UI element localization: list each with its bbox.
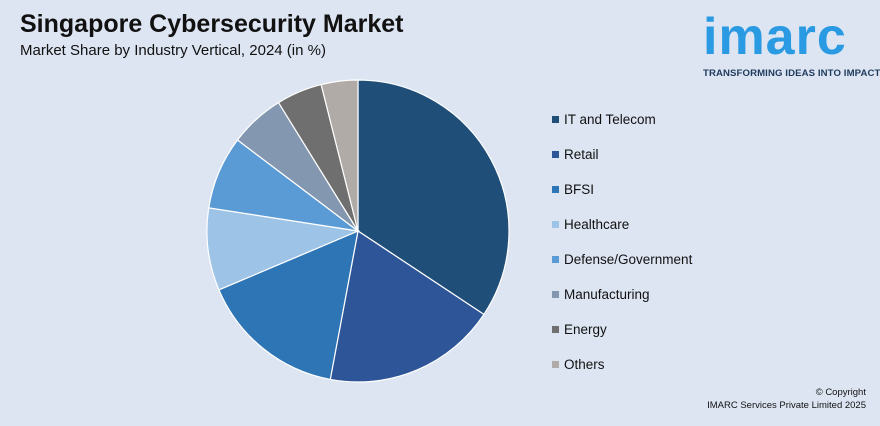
legend-label: Defense/Government <box>564 252 693 267</box>
legend-item: Healthcare <box>552 207 692 242</box>
logo-tagline: TRANSFORMING IDEAS INTO IMPACT <box>703 68 880 79</box>
copyright-line-1: © Copyright <box>815 387 866 398</box>
legend-swatch <box>552 116 559 123</box>
pie-slice-others <box>320 79 359 232</box>
legend-item: Manufacturing <box>552 277 692 312</box>
legend-item: Defense/Government <box>552 242 692 277</box>
legend-item: Others <box>552 347 692 382</box>
pie-slice-bfsi <box>218 230 359 381</box>
legend-swatch <box>552 361 559 368</box>
legend-swatch <box>552 256 559 263</box>
legend-swatch <box>552 291 559 298</box>
legend-item: Retail <box>552 137 692 172</box>
legend-item: IT and Telecom <box>552 102 692 137</box>
legend-label: IT and Telecom <box>564 112 656 127</box>
legend-label: Healthcare <box>564 217 630 232</box>
legend-label: Energy <box>564 322 607 337</box>
legend-item: BFSI <box>552 172 692 207</box>
legend-swatch <box>552 186 559 193</box>
legend-swatch <box>552 151 559 158</box>
pie-slice-healthcare <box>206 207 361 291</box>
legend-label: Manufacturing <box>564 287 650 302</box>
legend-swatch <box>552 326 559 333</box>
imarc-logo: imarc TRANSFORMING IDEAS INTO IMPACT <box>703 6 880 86</box>
legend-swatch <box>552 221 559 228</box>
pie-slice-retail <box>329 229 485 383</box>
chart-title: Singapore Cybersecurity Market <box>20 10 404 38</box>
copyright-line-2: IMARC Services Private Limited 2025 <box>707 400 866 411</box>
copyright: © Copyright IMARC Services Private Limit… <box>707 386 866 412</box>
legend-label: Others <box>564 357 605 372</box>
legend-item: Energy <box>552 312 692 347</box>
chart-legend: IT and Telecom Retail BFSI Healthcare Defens… <box>552 102 692 382</box>
chart-subtitle: Market Share by Industry Vertical, 2024 … <box>20 42 326 59</box>
logo-wordmark: imarc <box>703 8 847 66</box>
legend-label: BFSI <box>564 182 595 197</box>
legend-label: Retail <box>564 147 599 162</box>
